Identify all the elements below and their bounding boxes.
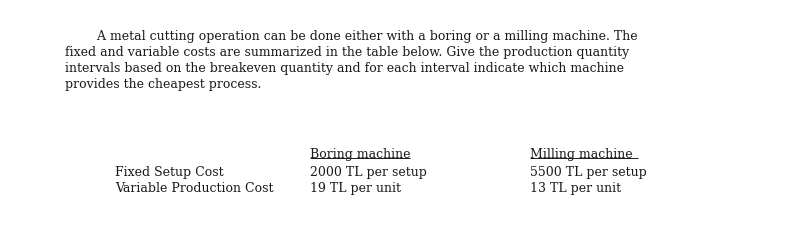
Text: 2000 TL per setup: 2000 TL per setup bbox=[310, 166, 427, 179]
Text: fixed and variable costs are summarized in the table below. Give the production : fixed and variable costs are summarized … bbox=[65, 46, 629, 59]
Text: intervals based on the breakeven quantity and for each interval indicate which m: intervals based on the breakeven quantit… bbox=[65, 62, 624, 75]
Text: A metal cutting operation can be done either with a boring or a milling machine.: A metal cutting operation can be done ei… bbox=[65, 30, 638, 43]
Text: Variable Production Cost: Variable Production Cost bbox=[115, 182, 273, 195]
Text: 19 TL per unit: 19 TL per unit bbox=[310, 182, 401, 195]
Text: Fixed Setup Cost: Fixed Setup Cost bbox=[115, 166, 223, 179]
Text: 5500 TL per setup: 5500 TL per setup bbox=[530, 166, 646, 179]
Text: Milling machine: Milling machine bbox=[530, 148, 633, 161]
Text: provides the cheapest process.: provides the cheapest process. bbox=[65, 78, 261, 91]
Text: Boring machine: Boring machine bbox=[310, 148, 410, 161]
Text: 13 TL per unit: 13 TL per unit bbox=[530, 182, 621, 195]
